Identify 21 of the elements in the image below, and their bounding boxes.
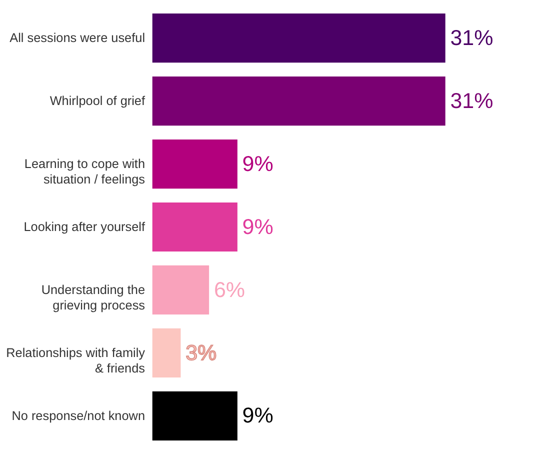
data-label: 6%	[214, 278, 245, 302]
data-label: 31%	[450, 26, 494, 50]
y-tick-label: Looking after yourself	[24, 220, 146, 234]
data-label: 31%	[450, 88, 494, 113]
bar	[152, 328, 181, 378]
y-tick-label: Whirlpool of grief	[50, 94, 146, 108]
data-label: 9%	[242, 152, 274, 176]
y-tick-label: Understanding the grieving process	[41, 282, 146, 312]
bar	[152, 202, 238, 252]
data-label: 9%	[242, 404, 274, 428]
bar	[152, 14, 446, 63]
y-tick-label: Relationships with family & friends	[6, 346, 146, 376]
bar	[152, 139, 238, 189]
y-tick-label: All sessions were useful	[10, 31, 146, 46]
bar	[152, 265, 210, 315]
y-tick-label: No response/not known	[12, 408, 146, 423]
data-label: 3%	[186, 340, 217, 365]
bar	[152, 76, 446, 126]
y-tick-label: Learning to cope with situation / feelings	[24, 156, 146, 187]
bar	[152, 391, 238, 440]
data-label: 9%	[242, 214, 274, 239]
